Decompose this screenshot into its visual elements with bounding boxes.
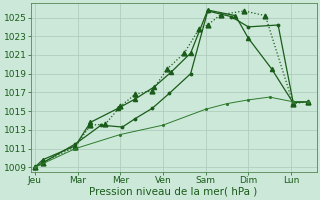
- X-axis label: Pression niveau de la mer( hPa ): Pression niveau de la mer( hPa ): [90, 187, 258, 197]
